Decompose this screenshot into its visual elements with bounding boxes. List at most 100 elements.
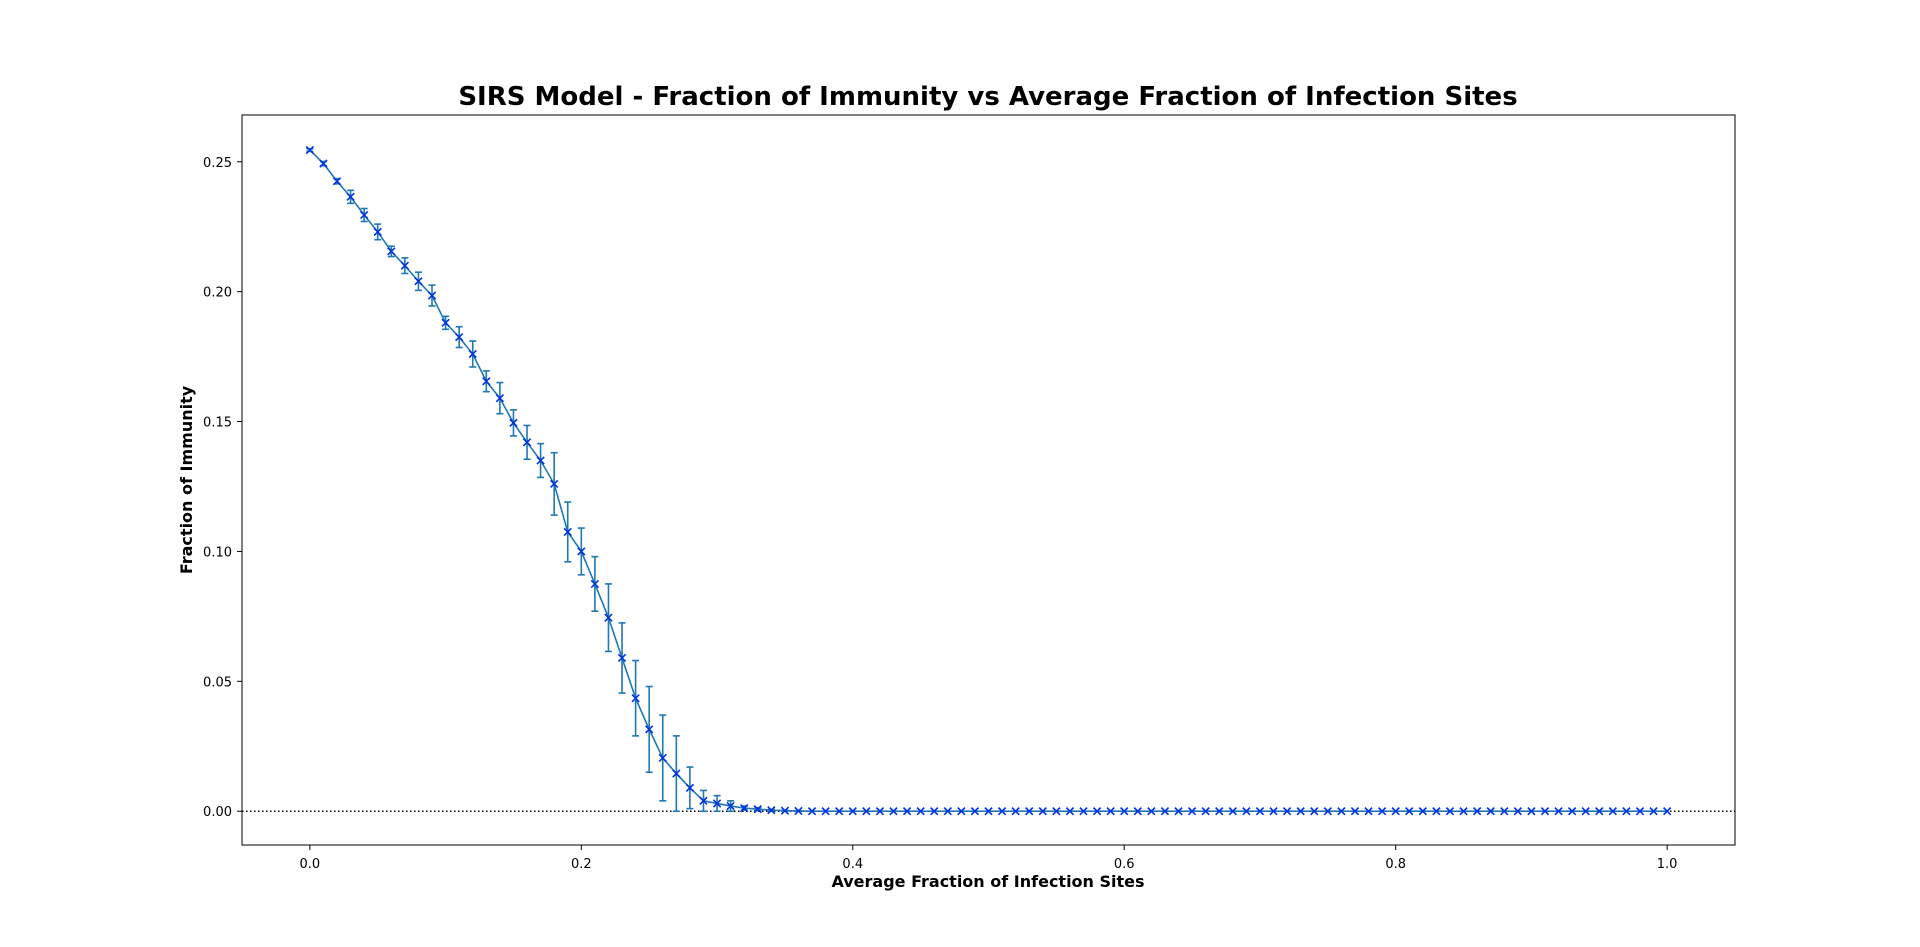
x-tick-label: 0.6 bbox=[1114, 857, 1135, 872]
data-point bbox=[645, 725, 654, 734]
data-point bbox=[1432, 807, 1441, 816]
data-point bbox=[902, 807, 912, 816]
data-point bbox=[672, 769, 681, 778]
data-point bbox=[617, 653, 627, 663]
data-point bbox=[957, 807, 966, 816]
data-point bbox=[482, 377, 491, 386]
y-tick-label: 0.20 bbox=[203, 286, 232, 301]
data-point bbox=[387, 247, 396, 256]
data-point bbox=[1147, 807, 1156, 816]
data-point bbox=[685, 783, 695, 793]
data-point bbox=[373, 227, 382, 237]
data-point bbox=[359, 210, 369, 220]
data-point bbox=[522, 438, 532, 447]
data-point bbox=[1025, 807, 1034, 816]
data-point bbox=[1418, 807, 1427, 816]
data-point bbox=[712, 799, 722, 808]
data-point bbox=[1391, 807, 1400, 816]
data-point bbox=[699, 796, 708, 806]
x-axis-label: Average Fraction of Infection Sites bbox=[831, 872, 1144, 891]
data-point bbox=[400, 261, 410, 270]
data-point bbox=[1187, 807, 1197, 816]
data-point bbox=[821, 807, 830, 816]
data-point bbox=[930, 807, 939, 816]
x-tick-label: 0.2 bbox=[571, 857, 592, 872]
data-point bbox=[1608, 807, 1618, 816]
data-point bbox=[1120, 807, 1129, 816]
data-point bbox=[1215, 807, 1224, 816]
plot-area bbox=[242, 145, 1735, 816]
data-point bbox=[536, 456, 545, 465]
data-point bbox=[441, 318, 450, 327]
data-point bbox=[604, 613, 613, 622]
x-tick-label: 0.8 bbox=[1385, 857, 1406, 872]
data-point bbox=[970, 807, 980, 816]
data-point bbox=[414, 277, 423, 286]
data-point bbox=[862, 807, 871, 816]
data-point bbox=[1201, 807, 1210, 816]
y-axis-label: Fraction of Immunity bbox=[177, 385, 196, 574]
data-point bbox=[468, 349, 477, 359]
data-point bbox=[916, 807, 925, 816]
data-point bbox=[305, 145, 315, 155]
data-point bbox=[1011, 807, 1020, 816]
data-point bbox=[427, 291, 437, 300]
data-point bbox=[1527, 807, 1536, 816]
data-point bbox=[740, 803, 749, 813]
y-tick-label: 0.10 bbox=[203, 545, 232, 560]
y-tick-label: 0.25 bbox=[203, 156, 232, 171]
y-axis: 0.00 0.05 0.10 0.15 0.20 0.25 bbox=[203, 156, 242, 820]
x-tick-label: 0.0 bbox=[300, 857, 321, 872]
data-point bbox=[658, 753, 667, 763]
data-point bbox=[767, 806, 776, 815]
data-point bbox=[631, 694, 640, 703]
data-point bbox=[1228, 807, 1237, 816]
data-point bbox=[807, 807, 817, 816]
data-point bbox=[1513, 807, 1523, 816]
data-point bbox=[1662, 807, 1672, 816]
data-point bbox=[1554, 807, 1563, 816]
data-point bbox=[1242, 807, 1251, 816]
data-point bbox=[1174, 807, 1183, 816]
data-point bbox=[1472, 807, 1482, 816]
data-point bbox=[875, 807, 885, 816]
data-point bbox=[1350, 807, 1360, 816]
data-point bbox=[1133, 807, 1142, 816]
data-point bbox=[1052, 807, 1061, 816]
data-point bbox=[848, 807, 857, 816]
data-point bbox=[1038, 807, 1047, 816]
data-point bbox=[1269, 807, 1278, 816]
data-point bbox=[563, 527, 572, 537]
data-point bbox=[1296, 807, 1305, 816]
y-tick-label: 0.00 bbox=[203, 805, 232, 820]
data-point bbox=[1622, 807, 1631, 816]
data-point bbox=[943, 807, 952, 816]
data-point bbox=[889, 807, 898, 816]
data-point bbox=[726, 801, 735, 811]
chart-title: SIRS Model - Fraction of Immunity vs Ave… bbox=[458, 82, 1517, 112]
data-point bbox=[753, 804, 762, 814]
x-axis: 0.0 0.2 0.4 0.6 0.8 1.0 bbox=[300, 845, 1677, 872]
data-point bbox=[1635, 807, 1645, 816]
data-point bbox=[1160, 807, 1170, 816]
data-point bbox=[1377, 807, 1387, 816]
data-point bbox=[1500, 807, 1509, 816]
data-point bbox=[332, 177, 342, 186]
data-point bbox=[1106, 807, 1115, 816]
data-point bbox=[1567, 807, 1577, 816]
data-point bbox=[794, 806, 803, 816]
data-point bbox=[997, 807, 1007, 816]
y-tick-label: 0.15 bbox=[203, 416, 232, 431]
data-point bbox=[1649, 807, 1658, 816]
data-point bbox=[1310, 807, 1319, 816]
series-line bbox=[309, 149, 1668, 813]
data-point bbox=[319, 159, 328, 168]
data-point bbox=[984, 807, 993, 816]
data-point bbox=[1445, 807, 1455, 816]
data-point bbox=[1065, 807, 1075, 816]
data-point bbox=[780, 806, 790, 815]
data-point bbox=[1595, 807, 1604, 816]
data-point bbox=[1540, 807, 1550, 816]
